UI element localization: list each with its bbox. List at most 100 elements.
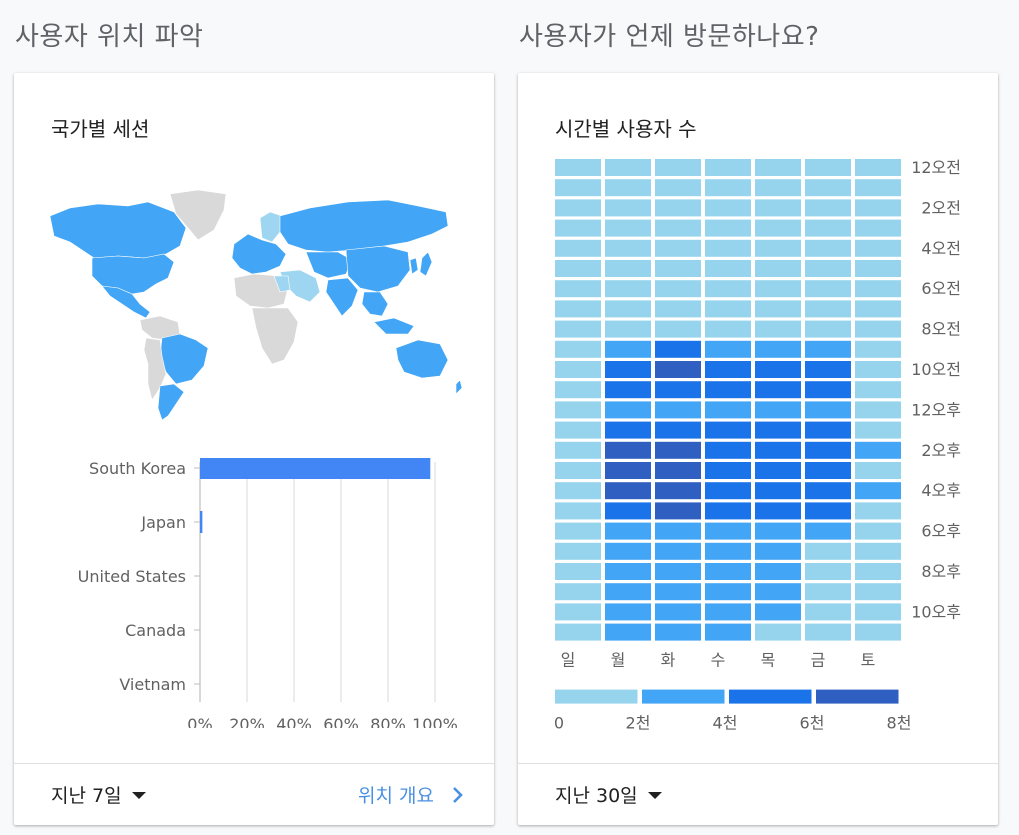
map-new-zealand[interactable]: [455, 379, 463, 395]
heatmap-cell[interactable]: [655, 381, 701, 399]
map-indonesia[interactable]: [373, 317, 415, 335]
heatmap-cell[interactable]: [655, 421, 701, 439]
heatmap-cell[interactable]: [855, 239, 901, 257]
heatmap-cell[interactable]: [855, 583, 901, 601]
date-range-selector-7-days[interactable]: 지난 7일: [51, 781, 146, 808]
heatmap-cell[interactable]: [655, 340, 701, 358]
heatmap-cell[interactable]: [605, 219, 651, 237]
heatmap-cell[interactable]: [655, 522, 701, 540]
heatmap-cell[interactable]: [805, 482, 851, 500]
heatmap-cell[interactable]: [755, 462, 801, 479]
heatmap-cell[interactable]: [705, 623, 751, 641]
date-range-selector-30-days[interactable]: 지난 30일: [555, 781, 662, 808]
heatmap-cell[interactable]: [605, 623, 651, 641]
heatmap-cell[interactable]: [555, 340, 601, 358]
heatmap-cell[interactable]: [805, 542, 851, 560]
heatmap-cell[interactable]: [605, 381, 651, 399]
heatmap-cell[interactable]: [655, 462, 701, 479]
heatmap-cell[interactable]: [605, 583, 651, 601]
heatmap-cell[interactable]: [755, 239, 801, 257]
heatmap-cell[interactable]: [555, 381, 601, 399]
heatmap-cell[interactable]: [655, 219, 701, 237]
heatmap-cell[interactable]: [855, 159, 901, 176]
heatmap-cell[interactable]: [805, 361, 851, 378]
map-china[interactable]: [345, 245, 411, 293]
heatmap-cell[interactable]: [605, 462, 651, 479]
heatmap-cell[interactable]: [705, 603, 751, 621]
heatmap-cell[interactable]: [705, 300, 751, 318]
heatmap-cell[interactable]: [605, 361, 651, 378]
heatmap-cell[interactable]: [705, 563, 751, 580]
heatmap-cell[interactable]: [755, 563, 801, 580]
heatmap-cell[interactable]: [855, 441, 901, 459]
heatmap-cell[interactable]: [705, 441, 751, 459]
heatmap-cell[interactable]: [605, 320, 651, 338]
heatmap-cell[interactable]: [805, 280, 851, 298]
heatmap-cell[interactable]: [555, 219, 601, 237]
heatmap-cell[interactable]: [555, 401, 601, 419]
heatmap-cell[interactable]: [855, 563, 901, 580]
map-scandinavia[interactable]: [259, 211, 283, 243]
heatmap-cell[interactable]: [855, 522, 901, 540]
heatmap-cell[interactable]: [655, 401, 701, 419]
heatmap-cell[interactable]: [855, 300, 901, 318]
heatmap-cell[interactable]: [655, 361, 701, 378]
heatmap-cell[interactable]: [805, 199, 851, 217]
heatmap-cell[interactable]: [805, 179, 851, 197]
heatmap-cell[interactable]: [755, 381, 801, 399]
heatmap-cell[interactable]: [555, 361, 601, 378]
heatmap-cell[interactable]: [755, 623, 801, 641]
map-central-asia[interactable]: [305, 251, 353, 279]
heatmap-cell[interactable]: [655, 502, 701, 520]
map-brazil[interactable]: [159, 333, 209, 385]
heatmap-cell[interactable]: [805, 623, 851, 641]
heatmap-cell[interactable]: [605, 280, 651, 298]
heatmap-cell[interactable]: [705, 179, 751, 197]
heatmap-cell[interactable]: [855, 401, 901, 419]
map-south-america-west[interactable]: [143, 337, 167, 401]
heatmap-cell[interactable]: [805, 441, 851, 459]
heatmap-cell[interactable]: [705, 381, 751, 399]
heatmap-cell[interactable]: [555, 623, 601, 641]
heatmap-cell[interactable]: [755, 583, 801, 601]
heatmap-cell[interactable]: [755, 300, 801, 318]
heatmap-cell[interactable]: [755, 219, 801, 237]
heatmap-cell[interactable]: [755, 401, 801, 419]
heatmap-cell[interactable]: [605, 159, 651, 176]
heatmap-cell[interactable]: [705, 340, 751, 358]
heatmap-cell[interactable]: [805, 603, 851, 621]
map-russia[interactable]: [279, 199, 449, 253]
heatmap-cell[interactable]: [805, 462, 851, 479]
heatmap-cell[interactable]: [805, 159, 851, 176]
heatmap-cell[interactable]: [605, 199, 651, 217]
heatmap-cell[interactable]: [805, 522, 851, 540]
heatmap-cell[interactable]: [705, 482, 751, 500]
heatmap-cell[interactable]: [555, 300, 601, 318]
heatmap-cell[interactable]: [605, 603, 651, 621]
heatmap-cell[interactable]: [605, 260, 651, 277]
heatmap-cell[interactable]: [755, 159, 801, 176]
country-bar[interactable]: [200, 458, 431, 479]
heatmap-cell[interactable]: [655, 320, 701, 338]
heatmap-cell[interactable]: [705, 361, 751, 378]
heatmap-cell[interactable]: [755, 502, 801, 520]
heatmap-cell[interactable]: [855, 421, 901, 439]
map-southeast-asia[interactable]: [361, 291, 389, 317]
heatmap-cell[interactable]: [855, 361, 901, 378]
heatmap-cell[interactable]: [755, 542, 801, 560]
heatmap-cell[interactable]: [755, 421, 801, 439]
heatmap-cell[interactable]: [555, 603, 601, 621]
heatmap-cell[interactable]: [855, 623, 901, 641]
heatmap-cell[interactable]: [605, 563, 651, 580]
heatmap-cell[interactable]: [705, 159, 751, 176]
heatmap-cell[interactable]: [655, 239, 701, 257]
heatmap-cell[interactable]: [655, 583, 701, 601]
heatmap-cell[interactable]: [605, 239, 651, 257]
heatmap-cell[interactable]: [655, 300, 701, 318]
map-greenland[interactable]: [169, 189, 227, 241]
heatmap-cell[interactable]: [555, 179, 601, 197]
heatmap-cell[interactable]: [855, 260, 901, 277]
heatmap-cell[interactable]: [705, 542, 751, 560]
heatmap-cell[interactable]: [555, 563, 601, 580]
heatmap-cell[interactable]: [855, 603, 901, 621]
